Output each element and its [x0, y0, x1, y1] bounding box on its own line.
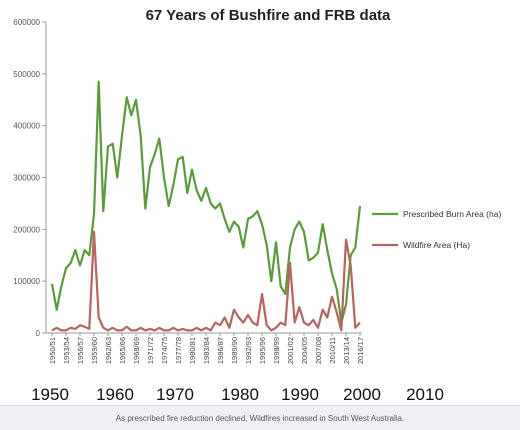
y-tick-label: 0: [36, 329, 41, 338]
decade-label: 2000: [343, 385, 381, 404]
x-tick-label: 1950/51: [48, 337, 57, 364]
x-tick-label: 1965/66: [118, 337, 127, 364]
x-tick-label: 1980/81: [188, 337, 197, 364]
x-tick-label: 2001/02: [286, 337, 295, 364]
x-tick-label: 1962/63: [104, 337, 113, 364]
decade-label: 1960: [96, 385, 134, 404]
y-tick-label: 200000: [13, 225, 40, 234]
y-tick-label: 300000: [13, 174, 40, 183]
x-tick-label: 2004/05: [300, 337, 309, 364]
x-tick-label: 2010/11: [328, 337, 337, 364]
x-tick-label: 2013/14: [342, 337, 351, 364]
decade-label: 1950: [31, 385, 69, 404]
x-tick-label: 1977/78: [174, 337, 183, 364]
prescribed-burn-line: [50, 80, 362, 324]
caption-bar: As prescribed fire reduction declined, W…: [0, 405, 520, 430]
legend-prescribed-label: Prescribed Burn Area (ha): [403, 209, 501, 219]
x-tick-label: 1995/96: [258, 337, 267, 364]
x-tick-label: 1956/57: [76, 337, 85, 364]
x-tick-label: 1953/54: [62, 337, 71, 364]
y-tick-label: 600000: [13, 18, 40, 27]
decade-label: 2010: [406, 385, 444, 404]
x-tick-label: 1992/93: [244, 337, 253, 364]
caption-text: As prescribed fire reduction declined, W…: [115, 413, 405, 423]
wildfire-line: [51, 230, 361, 332]
chart-svg: 67 Years of Bushfire and FRB data 0 100000…: [13, 7, 501, 404]
x-tick-label: 1983/84: [202, 337, 211, 364]
chart-title: 67 Years of Bushfire and FRB data: [146, 7, 391, 24]
x-tick-label: 2016/17: [356, 337, 365, 364]
y-tick-label: 100000: [13, 277, 40, 286]
x-tick-label: 1959/60: [90, 337, 99, 364]
decade-label: 1990: [281, 385, 319, 404]
x-tick-label: 2007/08: [314, 337, 323, 364]
decade-label: 1970: [156, 385, 194, 404]
x-tick-label: 1989/90: [230, 337, 239, 364]
y-tick-label: 400000: [13, 122, 40, 131]
x-tick-label: 1998/99: [272, 337, 281, 364]
x-tick-label: 1986/87: [216, 337, 225, 364]
x-tick-label: 1968/69: [132, 337, 141, 364]
x-tick-label: 1974/75: [160, 337, 169, 364]
decade-label: 1980: [221, 385, 259, 404]
chart: 67 Years of Bushfire and FRB data 0 100000…: [13, 7, 501, 404]
x-tick-label: 1971/72: [146, 337, 155, 364]
legend-wildfire-label: Wildfire Area (Ha): [403, 240, 470, 250]
y-tick-label: 500000: [13, 70, 40, 79]
